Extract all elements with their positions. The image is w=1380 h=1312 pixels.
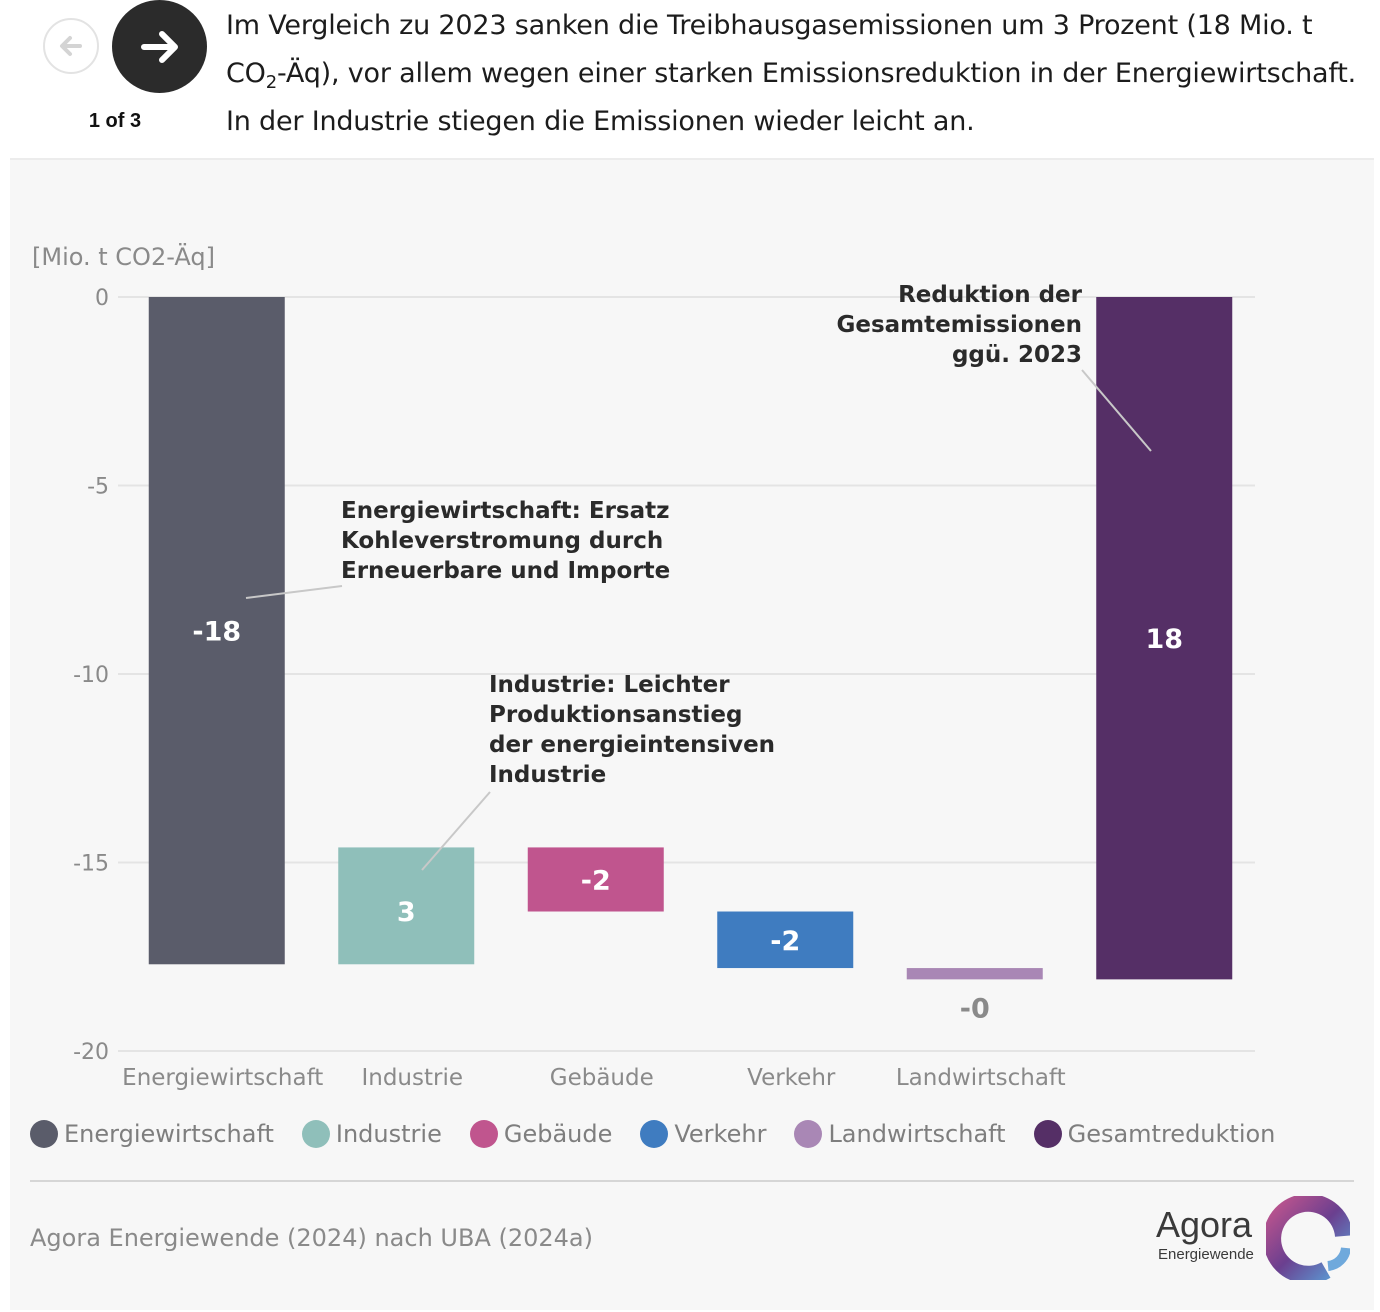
- legend-swatch: [30, 1120, 58, 1148]
- y-axis-unit-label: [Mio. t CO2-Äq]: [32, 243, 215, 271]
- bar: [906, 968, 1043, 980]
- bar-value-label: 3: [397, 897, 416, 928]
- annotation-line: Industrie: Leichter: [489, 672, 730, 698]
- annotation-line: Energiewirtschaft: Ersatz: [341, 498, 670, 524]
- pager-indicator: 1 of 3: [88, 110, 142, 132]
- legend-label: Landwirtschaft: [828, 1120, 1006, 1148]
- legend-label: Energiewirtschaft: [64, 1120, 274, 1148]
- logo-mark-icon: [1266, 1196, 1350, 1280]
- next-button[interactable]: [112, 0, 207, 93]
- annotation-line: Kohleverstromung durch: [341, 528, 663, 554]
- y-tick-label: -10: [73, 663, 109, 688]
- annotation-line: Gesamtemissionen: [836, 312, 1082, 338]
- agora-logo: Agora Energiewende: [1150, 1196, 1360, 1280]
- annotation-line: Produktionsanstieg: [489, 702, 742, 728]
- legend-swatch: [469, 1120, 498, 1148]
- legend-item[interactable]: Verkehr: [640, 1120, 766, 1148]
- legend-swatch: [640, 1120, 669, 1148]
- bar: [717, 911, 854, 969]
- arrow-left-icon: [60, 36, 82, 56]
- bar-value-label: -18: [192, 617, 241, 648]
- bar: [338, 847, 475, 965]
- annotation-line: ggü. 2023: [952, 342, 1082, 368]
- headline-subscript: 2: [265, 72, 277, 93]
- y-tick-label: 0: [95, 286, 109, 311]
- x-tick-label: Energiewirtschaft: [122, 1065, 323, 1091]
- source-note: Agora Energiewende (2024) nach UBA (2024…: [30, 1224, 594, 1252]
- legend-label: Industrie: [335, 1120, 442, 1148]
- bar: [527, 847, 664, 912]
- legend-swatch: [794, 1120, 823, 1148]
- bar: [1096, 297, 1233, 980]
- footer-divider: [30, 1180, 1354, 1182]
- legend-swatch: [301, 1120, 330, 1148]
- logo-subtitle: Energiewende: [1158, 1246, 1254, 1263]
- legend-item[interactable]: Gebäude: [469, 1120, 613, 1148]
- legend-item[interactable]: Gesamtreduktion: [1033, 1120, 1276, 1148]
- legend-label: Gesamtreduktion: [1067, 1120, 1276, 1148]
- previous-button[interactable]: [43, 18, 99, 74]
- legend-item[interactable]: Industrie: [301, 1120, 442, 1148]
- annotation-line: Erneuerbare und Importe: [341, 558, 670, 584]
- legend-item[interactable]: Landwirtschaft: [794, 1120, 1006, 1148]
- annotation-leader-line: [421, 791, 491, 871]
- y-tick-label: -20: [73, 1040, 109, 1065]
- y-tick-label: -5: [87, 475, 109, 500]
- bar-value-label: 18: [1145, 624, 1183, 655]
- legend-label: Verkehr: [674, 1120, 767, 1148]
- bar-value-label: -0: [960, 993, 990, 1024]
- annotation-text: Reduktion der Gesamtemissionen ggü. 2023: [836, 282, 1082, 368]
- legend: Energiewirtschaft Industrie Gebäude Verkehr…: [30, 1116, 1303, 1152]
- annotation-leader-line: [1081, 369, 1152, 452]
- annotation-text: Energiewirtschaft: Ersatz Kohleverstromun…: [341, 498, 670, 584]
- headline: Im Vergleich zu 2023 sanken die Treibhau…: [226, 2, 1356, 146]
- legend-item[interactable]: Energiewirtschaft: [30, 1120, 274, 1148]
- x-tick-label: Landwirtschaft: [896, 1065, 1066, 1091]
- bar-value-label: -2: [770, 926, 800, 957]
- legend-label: Gebäude: [503, 1120, 613, 1148]
- annotation-leader-line: [245, 585, 343, 599]
- x-tick-label: Verkehr: [747, 1065, 836, 1091]
- annotation-text: Industrie: Leichter Produktionsanstieg der…: [489, 672, 775, 788]
- arrow-right-icon: [140, 30, 178, 63]
- legend-swatch: [1033, 1120, 1062, 1148]
- bar: [148, 297, 285, 965]
- annotation-line: Reduktion der: [898, 282, 1083, 308]
- bar-value-label: -2: [581, 865, 611, 896]
- headline-part-2: -Äq), vor allem wegen einer starken Emis…: [226, 58, 1356, 137]
- y-tick-label: -15: [73, 852, 109, 877]
- annotation-line: der energieintensiven: [489, 732, 775, 758]
- logo-wordmark: Agora: [1156, 1204, 1253, 1245]
- waterfall-chart: 0 -5 -10 -15 -20 -18 Energiewirtschaft 3 Industr…: [73, 282, 1255, 1091]
- headline-part-1: Im Vergleich zu 2023 sanken die Treibhau…: [226, 10, 1313, 89]
- x-tick-label: Industrie: [361, 1065, 463, 1091]
- x-tick-label: Gebäude: [550, 1065, 654, 1091]
- annotation-line: Industrie: [489, 762, 606, 788]
